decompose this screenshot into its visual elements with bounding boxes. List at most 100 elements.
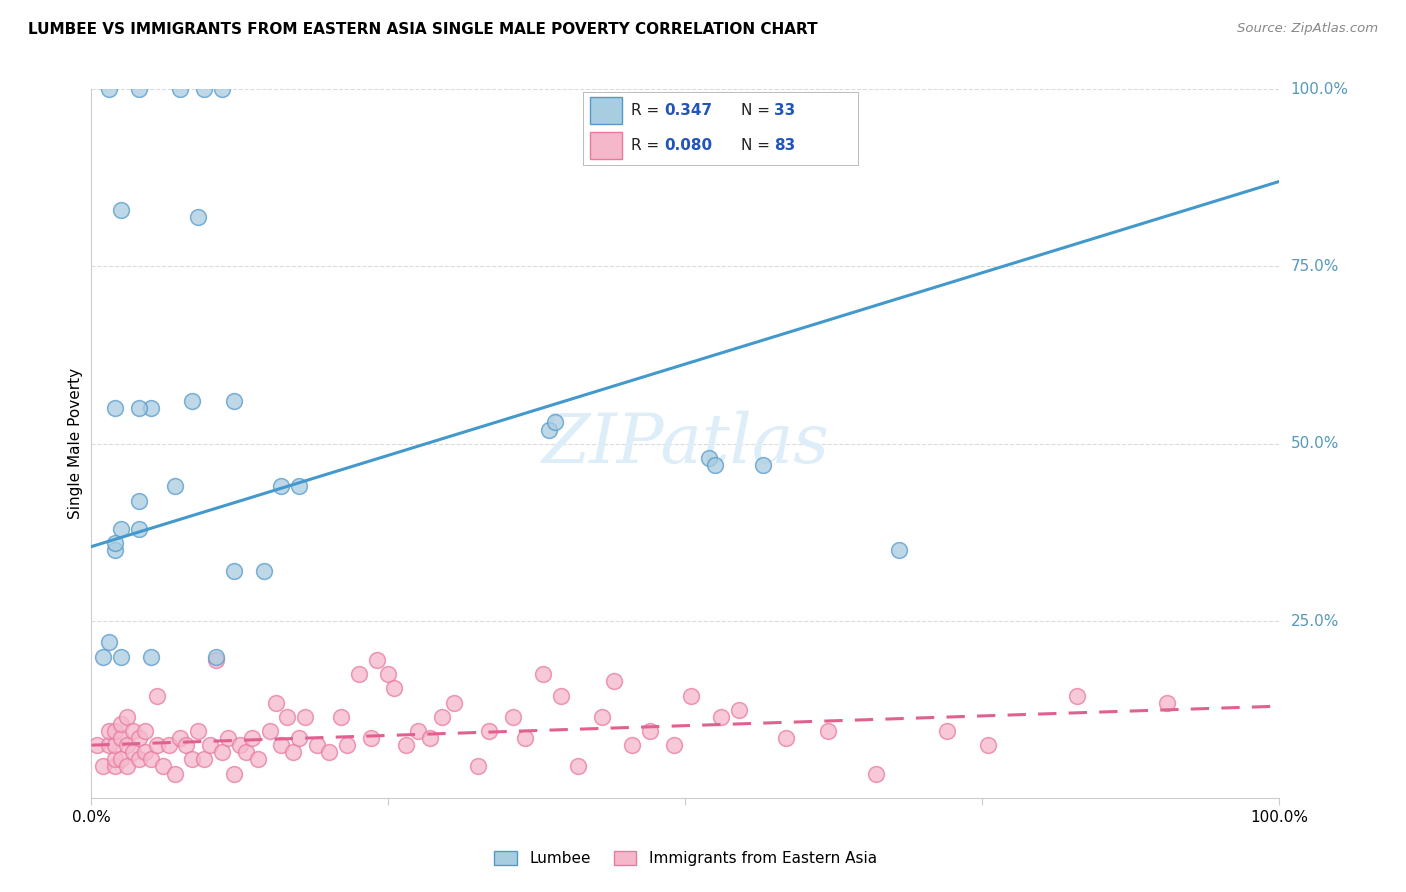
Point — [169, 82, 191, 96]
Point — [86, 738, 108, 752]
Point — [270, 738, 292, 752]
Point — [163, 766, 186, 780]
Point — [222, 565, 245, 579]
Point — [222, 766, 245, 780]
Point — [294, 710, 316, 724]
Point — [110, 202, 132, 217]
Point — [187, 210, 209, 224]
Y-axis label: Single Male Poverty: Single Male Poverty — [67, 368, 83, 519]
Point — [775, 731, 797, 745]
Point — [104, 536, 127, 550]
Point — [211, 745, 233, 759]
Text: 50.0%: 50.0% — [1291, 436, 1339, 451]
Point — [366, 653, 388, 667]
Point — [307, 738, 329, 752]
Point — [128, 752, 150, 766]
Point — [104, 723, 127, 738]
Point — [134, 723, 156, 738]
Point — [205, 649, 228, 664]
Point — [264, 696, 287, 710]
Point — [336, 738, 359, 752]
Point — [544, 416, 567, 430]
Point — [681, 689, 703, 703]
Point — [728, 703, 751, 717]
Point — [638, 723, 661, 738]
Point — [98, 738, 121, 752]
Point — [217, 731, 239, 745]
Text: 75.0%: 75.0% — [1291, 259, 1339, 274]
Point — [110, 752, 132, 766]
Point — [229, 738, 252, 752]
Point — [128, 731, 150, 745]
Point — [704, 458, 727, 472]
Point — [697, 450, 720, 465]
Point — [591, 710, 613, 724]
Point — [347, 667, 370, 681]
Point — [550, 689, 572, 703]
Point — [139, 649, 162, 664]
Point — [382, 681, 405, 696]
Text: 0.347: 0.347 — [665, 103, 713, 118]
Text: ZIPatlas: ZIPatlas — [541, 410, 830, 477]
Point — [283, 745, 305, 759]
Point — [115, 738, 138, 752]
Point — [377, 667, 399, 681]
Point — [169, 731, 191, 745]
Text: R =: R = — [631, 138, 665, 153]
Point — [128, 401, 150, 416]
Text: LUMBEE VS IMMIGRANTS FROM EASTERN ASIA SINGLE MALE POVERTY CORRELATION CHART: LUMBEE VS IMMIGRANTS FROM EASTERN ASIA S… — [28, 22, 818, 37]
Text: 83: 83 — [775, 138, 796, 153]
Point — [128, 522, 150, 536]
Point — [181, 752, 204, 766]
Point — [935, 723, 957, 738]
Point — [222, 394, 245, 409]
Point — [288, 731, 311, 745]
Point — [104, 752, 127, 766]
Point — [110, 731, 132, 745]
Point — [110, 717, 132, 731]
Point — [115, 759, 138, 773]
Point — [115, 710, 138, 724]
Point — [104, 759, 127, 773]
Point — [406, 723, 429, 738]
Point — [865, 766, 887, 780]
Point — [110, 522, 132, 536]
Point — [104, 543, 127, 558]
Point — [122, 723, 145, 738]
Point — [200, 738, 222, 752]
Point — [329, 710, 352, 724]
Point — [270, 479, 292, 493]
Text: Source: ZipAtlas.com: Source: ZipAtlas.com — [1237, 22, 1378, 36]
Point — [467, 759, 489, 773]
Point — [502, 710, 524, 724]
Point — [152, 759, 174, 773]
Point — [246, 752, 269, 766]
Point — [145, 689, 167, 703]
Point — [288, 479, 311, 493]
Point — [139, 752, 162, 766]
Point — [889, 543, 911, 558]
Point — [259, 723, 281, 738]
Point — [128, 493, 150, 508]
Point — [163, 479, 186, 493]
Point — [235, 745, 257, 759]
Point — [478, 723, 501, 738]
Point — [751, 458, 773, 472]
Point — [134, 745, 156, 759]
Point — [98, 635, 121, 649]
Point — [187, 723, 209, 738]
Point — [360, 731, 382, 745]
Point — [1156, 696, 1178, 710]
Point — [567, 759, 589, 773]
Bar — [591, 133, 621, 159]
Point — [128, 82, 150, 96]
Point — [395, 738, 418, 752]
Point — [253, 565, 276, 579]
Point — [139, 401, 162, 416]
Point — [145, 738, 167, 752]
Point — [662, 738, 685, 752]
Text: R =: R = — [631, 103, 665, 118]
Text: 100.0%: 100.0% — [1291, 82, 1348, 96]
Bar — [591, 97, 621, 124]
Point — [91, 649, 114, 664]
